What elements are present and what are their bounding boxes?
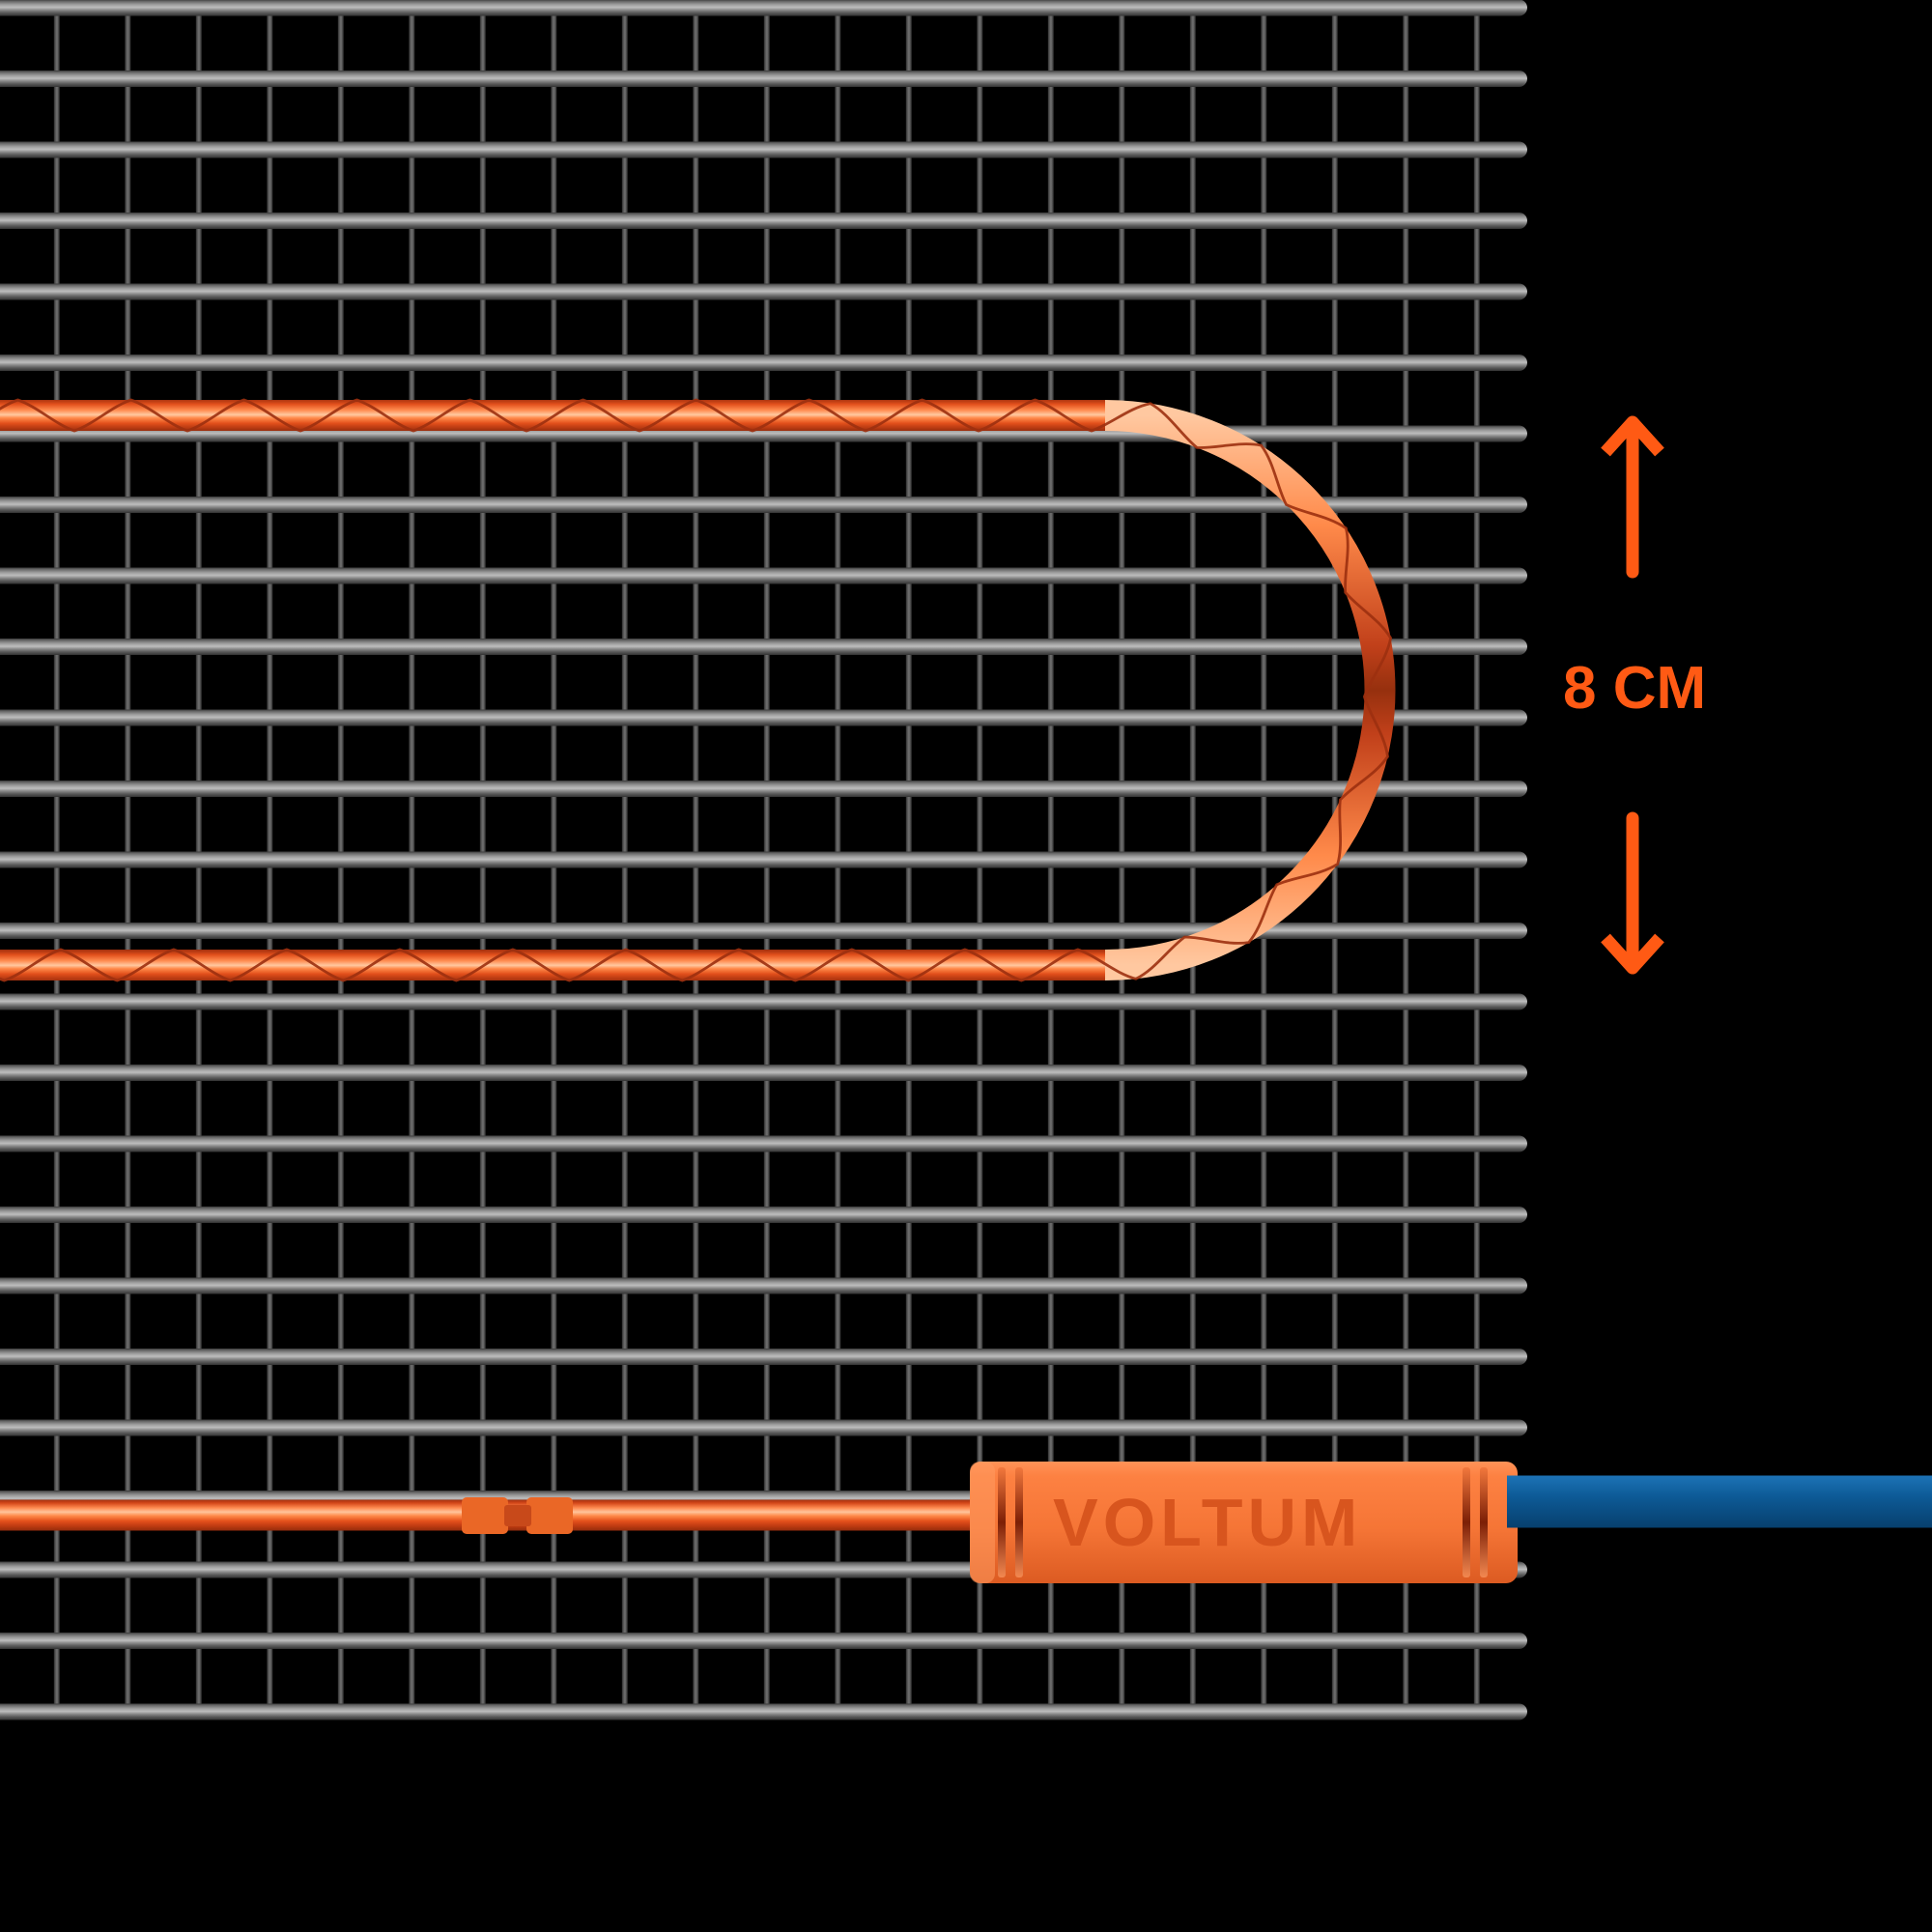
svg-text:VOLTUM: VOLTUM [1053,1485,1362,1560]
svg-text:8 CM: 8 CM [1563,655,1706,722]
